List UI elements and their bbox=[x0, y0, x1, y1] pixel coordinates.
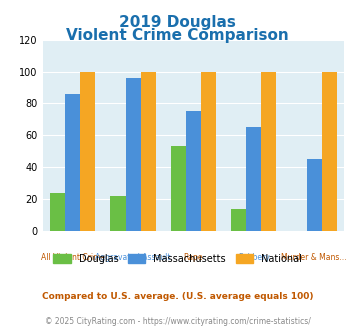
Text: Murder & Mans...: Murder & Mans... bbox=[282, 253, 347, 262]
Bar bbox=[80, 72, 95, 231]
Bar bbox=[171, 147, 186, 231]
Bar bbox=[201, 72, 216, 231]
Bar bbox=[261, 72, 277, 231]
Bar bbox=[322, 72, 337, 231]
Bar bbox=[307, 159, 322, 231]
Bar bbox=[110, 196, 126, 231]
Bar bbox=[141, 72, 156, 231]
Bar bbox=[65, 94, 80, 231]
Text: 2019 Douglas: 2019 Douglas bbox=[119, 15, 236, 30]
Legend: Douglas, Massachusetts, National: Douglas, Massachusetts, National bbox=[49, 249, 306, 267]
Text: Compared to U.S. average. (U.S. average equals 100): Compared to U.S. average. (U.S. average … bbox=[42, 292, 313, 301]
Text: Robbery: Robbery bbox=[238, 253, 270, 262]
Bar bbox=[246, 127, 261, 231]
Bar bbox=[231, 209, 246, 231]
Bar bbox=[186, 112, 201, 231]
Bar bbox=[126, 78, 141, 231]
Text: Rape: Rape bbox=[184, 253, 203, 262]
Text: Violent Crime Comparison: Violent Crime Comparison bbox=[66, 28, 289, 43]
Text: All Violent Crime: All Violent Crime bbox=[41, 253, 105, 262]
Text: Aggravated Assault: Aggravated Assault bbox=[95, 253, 171, 262]
Text: © 2025 CityRating.com - https://www.cityrating.com/crime-statistics/: © 2025 CityRating.com - https://www.city… bbox=[45, 317, 310, 326]
Bar bbox=[50, 193, 65, 231]
